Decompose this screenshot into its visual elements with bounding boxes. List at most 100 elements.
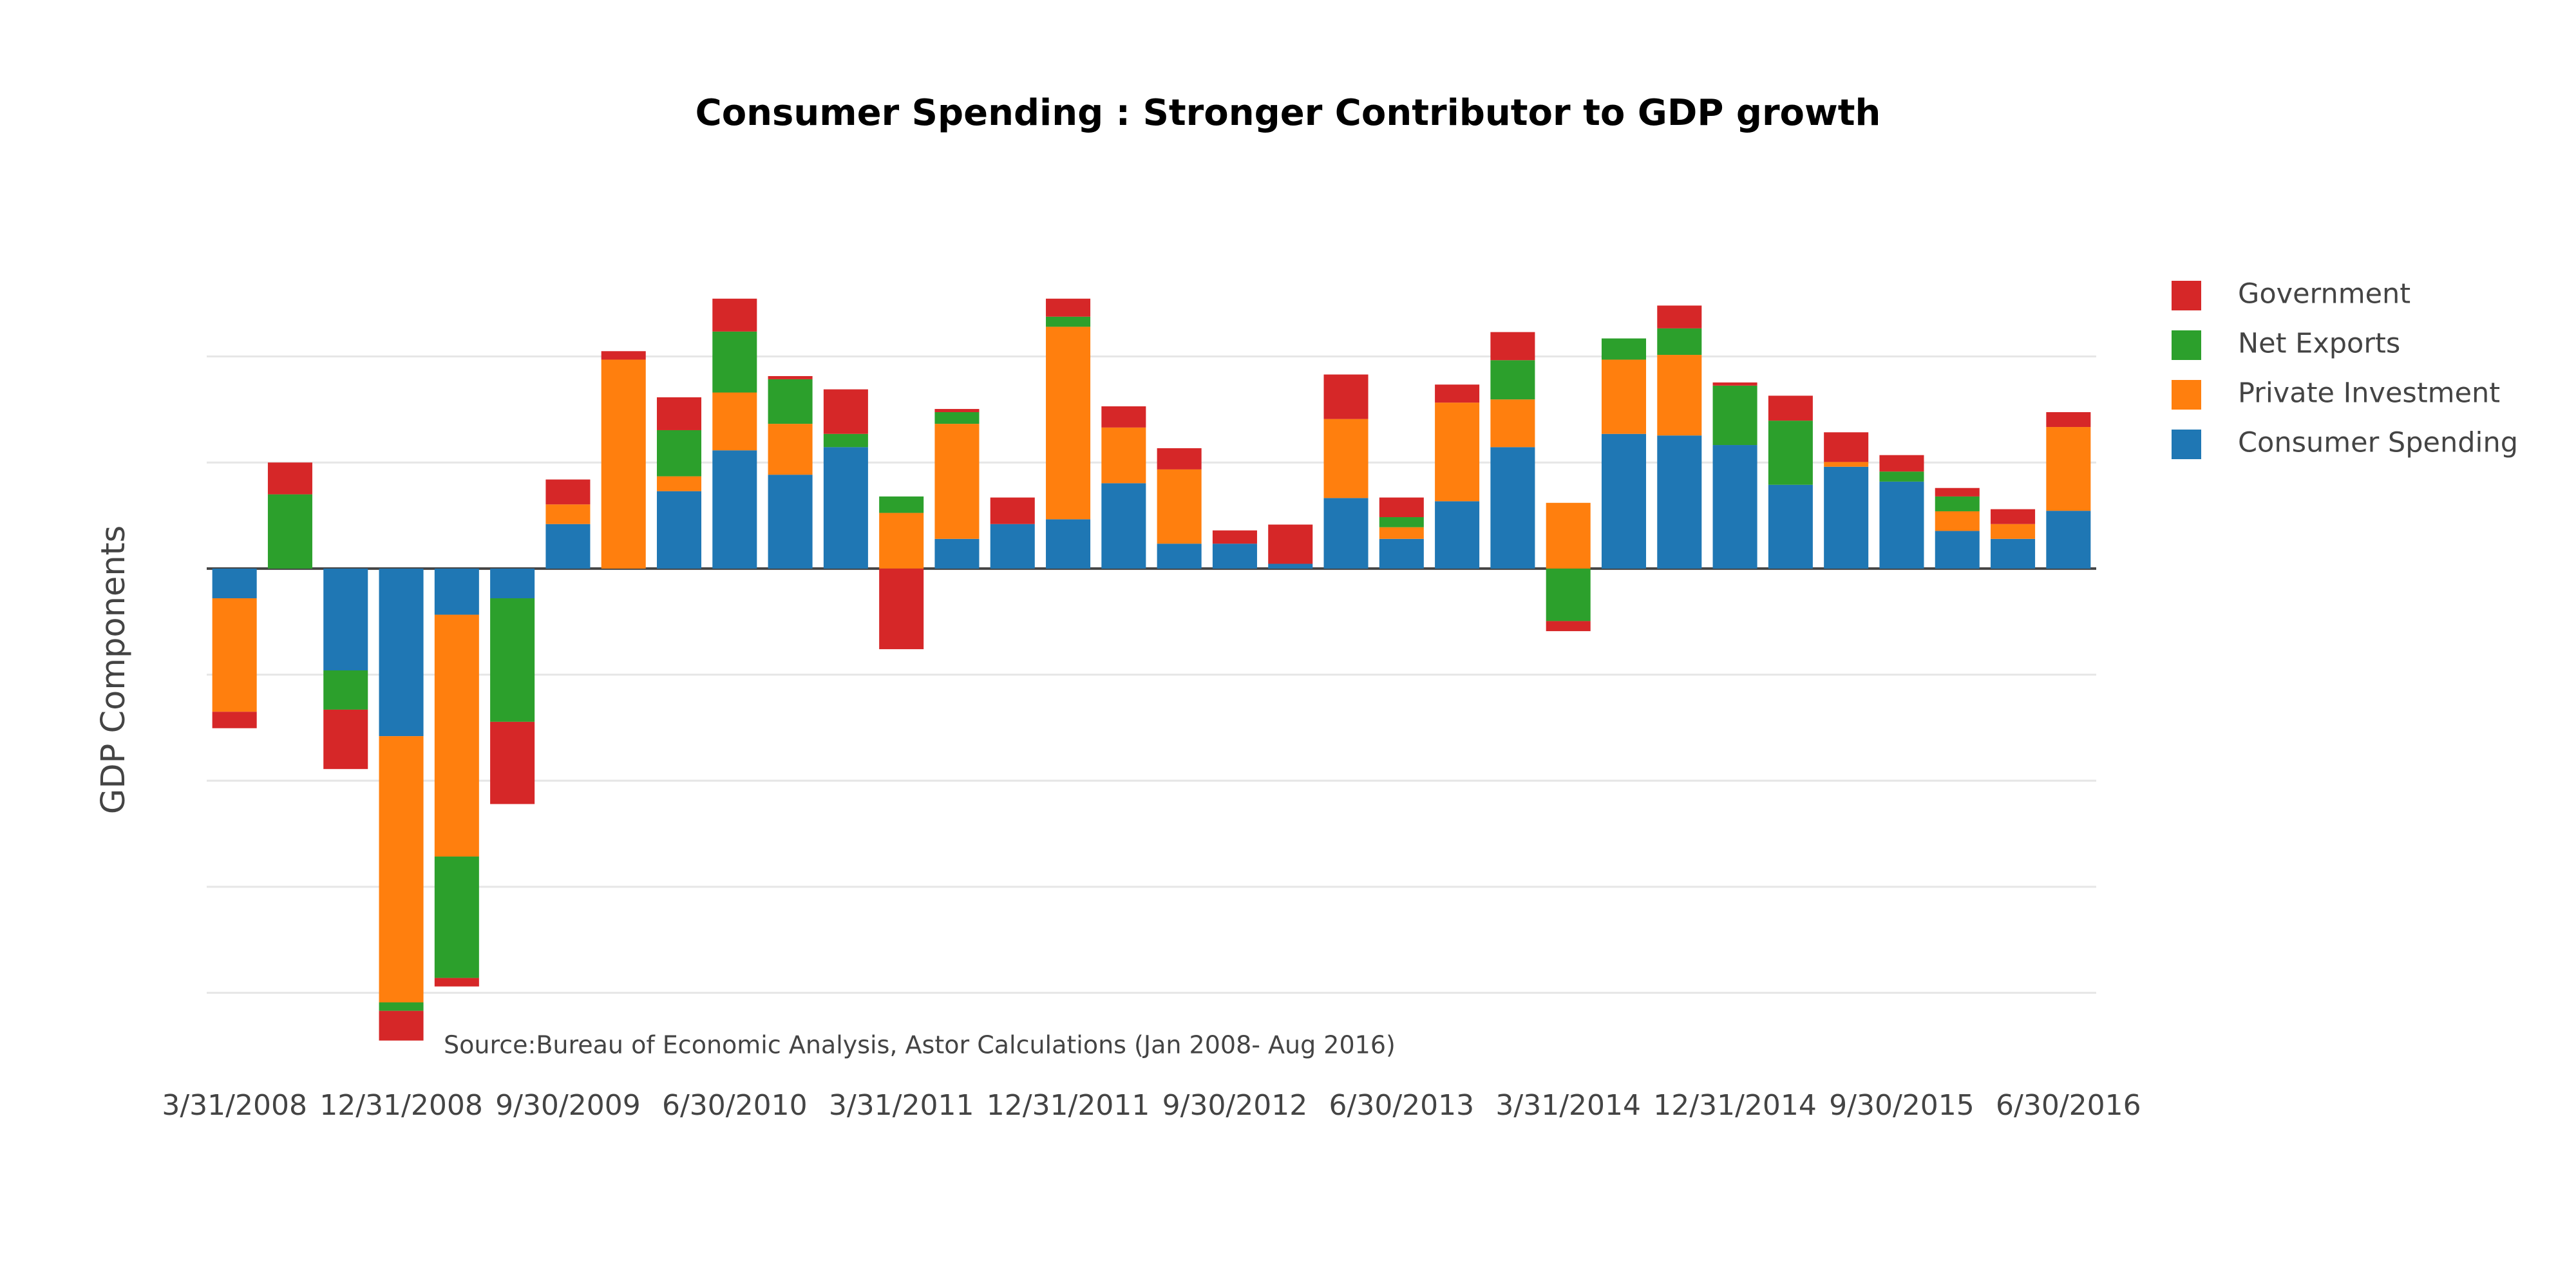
bar-segment [768, 379, 813, 424]
bar-segment [1601, 359, 1647, 434]
bar-segment [1546, 621, 1591, 632]
bar-segment [712, 450, 757, 569]
bar-segment [1824, 466, 1869, 569]
bar-segment [267, 462, 312, 495]
bar-segment [1435, 501, 1480, 569]
bar-segment [1268, 524, 1313, 564]
bar-segment [1490, 360, 1535, 400]
bar-segment [379, 1002, 424, 1011]
x-tick-label: 9/30/2012 [1162, 1089, 1308, 1122]
x-tick-label: 9/30/2009 [495, 1089, 641, 1122]
bar-segment [267, 494, 312, 569]
bar-segment [545, 479, 591, 505]
bar-segment [1657, 355, 1702, 436]
legend-label: Private Investment [2238, 377, 2500, 410]
x-tick-label: 12/31/2011 [987, 1089, 1150, 1122]
bar-segment [1601, 433, 1647, 569]
bar-segment [1879, 481, 1924, 569]
bar-segment [1601, 338, 1647, 360]
bar-segment [1935, 488, 1980, 497]
bar-segment [1323, 498, 1368, 569]
bar-segment [1490, 332, 1535, 361]
bar-segment [934, 538, 980, 569]
bar-segment [434, 568, 479, 615]
bar-segment [1268, 564, 1313, 569]
legend-label: Consumer Spending [2238, 427, 2518, 459]
bar-segment [2046, 511, 2091, 569]
bar-segment [379, 568, 424, 737]
legend-swatch [2172, 380, 2201, 410]
bar-segment [990, 497, 1035, 524]
bar-segment [1879, 455, 1924, 472]
bar-segment [323, 670, 368, 710]
legend-label: Government [2238, 278, 2410, 310]
bar-segment [934, 409, 980, 412]
bar-segment [934, 412, 980, 424]
bar-segment [1379, 517, 1424, 527]
bar-segment [490, 598, 535, 722]
bar-segment [434, 978, 479, 987]
x-tick-label: 12/31/2014 [1653, 1089, 1817, 1122]
bar-segment [2046, 412, 2091, 428]
bar-segment [1935, 496, 1980, 511]
bar-segment [990, 524, 1035, 569]
bar-segment [879, 496, 924, 513]
bar-segment [212, 598, 257, 712]
bar-segment [1935, 531, 1980, 569]
bar-segment [1157, 448, 1202, 469]
bar-segment [1657, 305, 1702, 328]
bar-segment [1768, 484, 1813, 569]
bar-segment [1323, 419, 1368, 498]
bar-segment [768, 475, 813, 569]
bar-segment [1101, 406, 1146, 428]
bar-segment [1157, 544, 1202, 569]
bar-segment [1435, 402, 1480, 502]
x-tick-label: 6/30/2013 [1329, 1089, 1475, 1122]
bar-segment [1157, 469, 1202, 544]
bar-segment [323, 568, 368, 670]
bar-segment [1101, 427, 1146, 484]
bar-segment [434, 614, 479, 857]
bar-segment [1657, 435, 1702, 569]
bar-segment [2046, 427, 2091, 511]
chart-title: Consumer Spending : Stronger Contributor… [696, 92, 1881, 134]
bar-segment [1991, 538, 2036, 569]
x-tick-label: 6/30/2010 [662, 1089, 808, 1122]
bar-segment [1546, 568, 1591, 621]
bar-segment [1546, 502, 1591, 569]
bar-segment [1991, 509, 2036, 524]
bar-segment [490, 568, 535, 599]
legend-label: Net Exports [2238, 328, 2400, 360]
bar-segment [434, 857, 479, 978]
bar-segment [212, 568, 257, 599]
bar-segment [879, 568, 924, 650]
bar-segment [1712, 385, 1757, 446]
bar-segment [768, 424, 813, 475]
source-note: Source:Bureau of Economic Analysis, Asto… [444, 1031, 1396, 1059]
bar-segment [212, 712, 257, 728]
legend-swatch [2172, 330, 2201, 360]
bar-segment [768, 375, 813, 379]
bar-segment [934, 424, 980, 539]
x-tick-label: 3/31/2011 [829, 1089, 974, 1122]
x-tick-label: 9/30/2015 [1829, 1089, 1975, 1122]
bar-segment [712, 331, 757, 393]
x-tick-label: 6/30/2016 [1996, 1089, 2141, 1122]
bar-segment [1379, 538, 1424, 569]
bar-segment [1991, 524, 2036, 539]
bar-segment [1768, 421, 1813, 485]
bar-segment [1379, 527, 1424, 539]
bar-segment [1490, 399, 1535, 448]
bar-segment [656, 430, 702, 477]
bar-segment [1212, 530, 1257, 544]
y-axis-title: GDP Components [95, 526, 133, 814]
bar-segment [1046, 519, 1091, 569]
bar-segment [1657, 328, 1702, 355]
legend-swatch [2172, 281, 2201, 310]
bar-segment [601, 351, 646, 360]
x-tick-label: 12/31/2008 [319, 1089, 483, 1122]
legend-swatch [2172, 430, 2201, 459]
bar-segment [1935, 511, 1980, 531]
bar-segment [1046, 316, 1091, 327]
